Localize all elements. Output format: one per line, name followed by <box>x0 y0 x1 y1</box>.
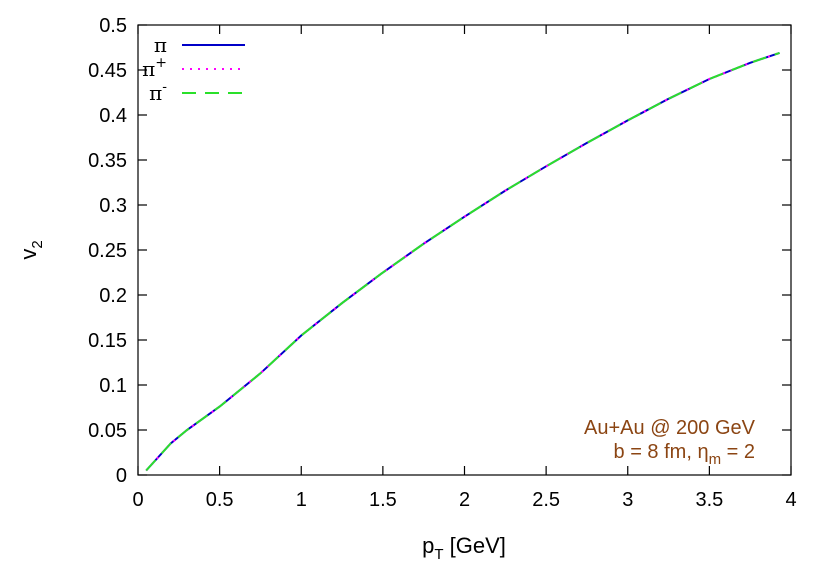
y-tick-label: 0.5 <box>99 15 127 37</box>
x-tick-label: 1.5 <box>369 489 397 511</box>
series-line-1 <box>145 51 780 472</box>
x-tick-label: 0.5 <box>206 489 234 511</box>
series-lines <box>145 51 780 472</box>
series-line-2 <box>145 51 780 472</box>
y-tick-label: 0 <box>116 465 127 487</box>
x-axis-label: pT [GeV] <box>422 533 506 563</box>
y-tick-label: 0.25 <box>88 240 127 262</box>
x-tick-label: 3 <box>622 489 633 511</box>
legend-label-2: π- <box>149 79 167 105</box>
y-tick-label: 0.15 <box>88 330 127 352</box>
annotation-line-1: Au+Au @ 200 GeV <box>584 417 756 439</box>
x-tick-label: 1 <box>296 489 307 511</box>
y-tick-label: 0.1 <box>99 375 127 397</box>
legend-label-1: π+ <box>142 55 167 81</box>
x-tick-label: 0 <box>132 489 143 511</box>
y-tick-label: 0.35 <box>88 150 127 172</box>
x-tick-label: 2.5 <box>532 489 560 511</box>
y-tick-label: 0.4 <box>99 105 127 127</box>
y-tick-label: 0.45 <box>88 60 127 82</box>
x-tick-label: 2 <box>459 489 470 511</box>
series-line-0 <box>145 51 780 472</box>
axis-tick-labels: 0 0.5 1 1.5 2 2.5 3 3.5 4 0 0.05 0.1 0.15 0.2 0.25 0.3 0… <box>88 15 797 511</box>
axis-ticks <box>137 24 792 476</box>
legend: ππ+π- <box>142 33 245 105</box>
legend-label-0: π <box>154 33 167 57</box>
y-tick-label: 0.05 <box>88 420 127 442</box>
x-tick-label: 4 <box>785 489 796 511</box>
y-tick-label: 0.2 <box>99 285 127 307</box>
x-tick-label: 3.5 <box>695 489 723 511</box>
annotation-line-2: b = 8 fm, ηm = 2 <box>614 441 755 468</box>
y-axis-label: v2 <box>16 240 46 259</box>
y-tick-label: 0.3 <box>99 195 127 217</box>
